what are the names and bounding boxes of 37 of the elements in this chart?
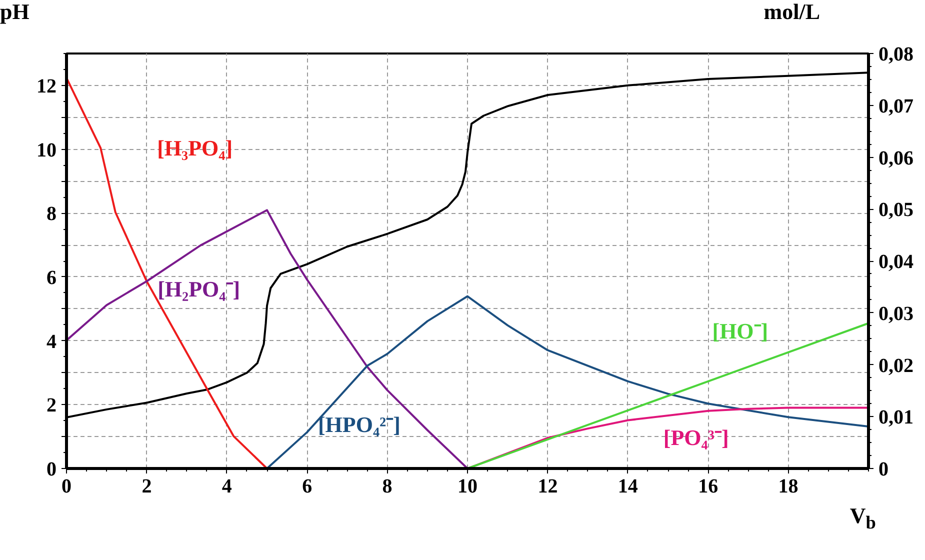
y2-tick-label: 0,07 <box>878 95 914 118</box>
y2-axis-title: mol/L <box>764 0 820 24</box>
x-tick-label: 16 <box>698 476 718 498</box>
y2-tick-label: 0,03 <box>878 302 914 325</box>
x-tick-label: 18 <box>778 476 798 498</box>
y-axis-title: pH <box>0 0 30 24</box>
y2-tick-label: 0,06 <box>878 147 914 170</box>
y-tick-label: 2 <box>46 394 56 417</box>
x-tick-label: 8 <box>382 476 392 498</box>
line-series <box>266 295 868 468</box>
y-tick-label: 10 <box>36 139 56 162</box>
y-tick-label: 4 <box>46 330 56 353</box>
line-series <box>66 209 468 468</box>
series-label: [HPO₄²⁻] <box>318 412 400 437</box>
text: [H₃PO₄] <box>157 135 233 160</box>
y2-tick-label: 0,08 <box>878 44 914 66</box>
y-tick-label: 8 <box>46 203 56 226</box>
series-label: [PO₄³⁻] <box>663 424 729 450</box>
y2-tick-label: 0,05 <box>878 199 914 222</box>
series-label: [H₂PO₄⁻] <box>158 276 240 302</box>
x-tick-label: 2 <box>142 476 152 498</box>
x-tick-label: 10 <box>458 476 478 498</box>
y2-tick-label: 0,02 <box>878 354 914 377</box>
x-axis-title: V$_{b}$ <box>848 503 876 534</box>
x-tick-label: 6 <box>302 476 312 498</box>
series-label: [HO⁻] <box>712 318 768 344</box>
y-tick-label: 0 <box>46 458 56 480</box>
y-tick-label: 6 <box>46 266 56 289</box>
y2-tick-label: 0,04 <box>878 251 914 273</box>
x-tick-label: 12 <box>538 476 558 498</box>
x-tick-label: 14 <box>618 476 638 498</box>
y2-tick-label: 0,01 <box>878 406 914 429</box>
y-tick-label: 12 <box>36 75 56 98</box>
x-tick-label: 0 <box>62 476 72 498</box>
line-series <box>66 76 268 468</box>
y2-tick-label: 0 <box>878 458 888 480</box>
x-tick-label: 4 <box>222 476 232 498</box>
